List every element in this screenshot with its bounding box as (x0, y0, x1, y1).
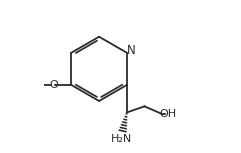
Text: H₂N: H₂N (111, 134, 132, 144)
Text: OH: OH (159, 109, 176, 119)
Text: N: N (127, 45, 136, 57)
Text: O: O (49, 80, 58, 90)
